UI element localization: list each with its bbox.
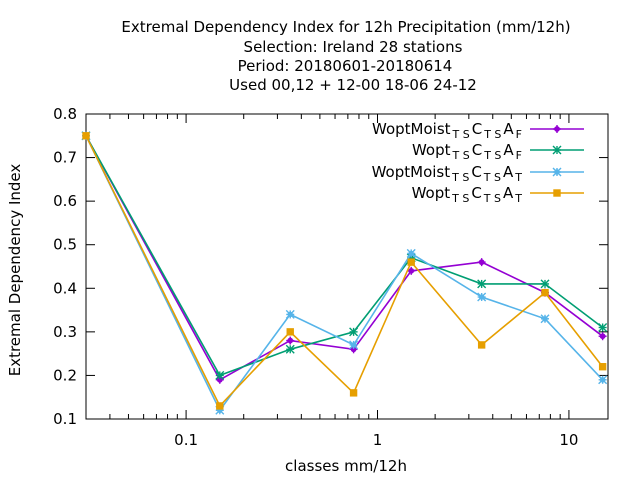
legend-label-2-part-0: WoptMoist (372, 163, 451, 181)
legend-label-0-part-0: WoptMoist (372, 120, 451, 138)
series-2-point-5 (477, 292, 487, 302)
legend-label-1-part-3: T S (483, 149, 501, 162)
title-line-1: Extremal Dependency Index for 12h Precip… (121, 18, 570, 36)
y-tick-label-4: 0.5 (53, 236, 77, 254)
series-0-point-7 (598, 332, 607, 341)
series-2-point-3 (349, 340, 359, 350)
series-1-point-1 (215, 370, 225, 380)
series-3 (82, 132, 607, 410)
legend-label-3-part-2: C (471, 184, 481, 202)
y-tick-label-0: 0.1 (53, 410, 77, 428)
legend-label-1-part-5: F (516, 149, 522, 162)
legend-label-0-part-1: T S (452, 128, 470, 141)
legend-label-3-part-1: T S (451, 192, 469, 205)
series-3-point-1 (216, 402, 224, 410)
title-line-4: Used 00,12 + 12-00 18-06 24-12 (229, 76, 477, 94)
x-tick-label-1: 1 (373, 431, 383, 449)
legend-label-1-part-0: Wopt (412, 141, 451, 159)
series-3-point-7 (598, 363, 607, 371)
x-tick-label-0: 0.1 (174, 431, 198, 449)
legend-label-1-part-1: T S (452, 149, 470, 162)
series-2-point-4 (406, 248, 416, 258)
series-line-3 (85, 135, 604, 408)
y-tick-label-2: 0.3 (53, 323, 77, 341)
legend-marker-1 (552, 145, 562, 155)
legend-label-2-part-5: T (514, 171, 522, 184)
x-tick-label-2: 10 (559, 431, 578, 449)
series-1-point-2 (285, 344, 295, 354)
series-2-point-2 (285, 309, 295, 319)
y-tick-label-1: 0.2 (53, 366, 77, 384)
legend-label-3-part-5: T (514, 192, 522, 205)
y-axis-label: Extremal Dependency Index (6, 164, 24, 377)
legend-label-3-part-4: A (503, 184, 514, 202)
y-tick-label-3: 0.4 (53, 279, 77, 297)
legend-label-2-part-1: T S (451, 171, 469, 184)
x-axis: 0.1 1 10 (109, 114, 578, 449)
y-tick-label-7: 0.8 (53, 105, 77, 123)
series-1 (81, 131, 608, 380)
x-axis-label: classes mm/12h (285, 457, 407, 475)
legend-marker-0 (553, 125, 561, 133)
legend-label-3-part-0: Wopt (412, 184, 451, 202)
legend-label-0-part-3: T S (483, 128, 501, 141)
y-axis: 0.1 0.2 0.3 0.4 0.5 0.6 0.7 0.8 (53, 105, 608, 428)
legend-label-2-part-2: C (471, 163, 481, 181)
series-layer (81, 131, 608, 415)
series-3-point-3 (349, 389, 358, 397)
series-0-point-5 (477, 258, 486, 267)
title-line-2: Selection: Ireland 28 stations (244, 38, 463, 56)
series-0-point-4 (407, 266, 416, 275)
series-2-point-7 (598, 375, 608, 385)
legend-label-0-part-4: A (503, 120, 514, 138)
title-line-3: Period: 20180601-20180614 (238, 57, 453, 75)
legend-marker-2 (552, 167, 562, 177)
series-3-point-5 (477, 341, 486, 349)
series-3-point-2 (286, 328, 294, 336)
y-tick-label-6: 0.7 (53, 149, 77, 167)
series-0-point-2 (286, 336, 295, 345)
series-0 (82, 131, 607, 384)
series-3-point-0 (82, 132, 90, 140)
legend-label-2-part-3: T S (483, 171, 501, 184)
plot-frame (85, 113, 609, 420)
series-3-point-6 (541, 288, 549, 297)
y-tick-label-5: 0.6 (53, 192, 77, 210)
series-1-point-7 (598, 323, 608, 332)
series-3-point-4 (407, 258, 415, 266)
legend-marker-3 (553, 189, 561, 197)
legend-label-1-part-4: A (503, 141, 514, 159)
series-line-1 (85, 135, 604, 377)
series-line-0 (85, 135, 604, 381)
series-1-point-3 (349, 327, 359, 337)
series-2-point-6 (540, 314, 550, 324)
legend-label-3-part-3: T S (483, 192, 501, 205)
legend-label-0-part-5: F (516, 128, 522, 141)
chart-title: Extremal Dependency Index for 12h Precip… (121, 18, 570, 94)
legend-label-1-part-2: C (472, 141, 482, 159)
series-1-point-5 (477, 279, 487, 289)
legend-label-0-part-2: C (472, 120, 482, 138)
legend-label-2-part-4: A (503, 163, 514, 181)
series-1-point-6 (540, 279, 550, 289)
